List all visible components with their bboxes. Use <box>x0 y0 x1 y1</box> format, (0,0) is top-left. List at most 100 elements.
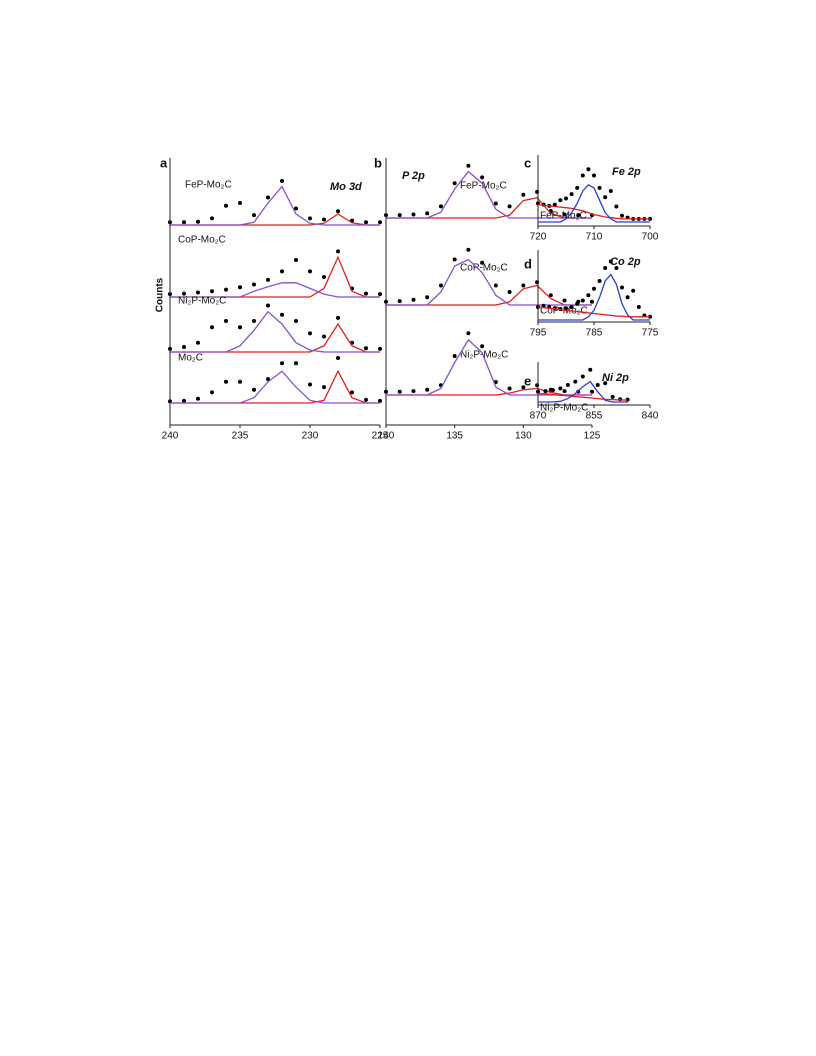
x-tick-label: 785 <box>586 328 603 339</box>
data-point <box>507 290 512 294</box>
data-point <box>252 282 256 287</box>
x-tick-label: 855 <box>586 411 603 422</box>
data-point <box>541 303 546 308</box>
data-point <box>280 269 284 274</box>
data-point <box>550 388 555 393</box>
data-point <box>536 389 540 394</box>
data-point <box>322 385 326 390</box>
x-tick-label: 840 <box>642 411 659 422</box>
data-point <box>252 319 256 323</box>
fit-component <box>170 255 380 298</box>
series-label: CoP-Mo₂C <box>178 235 226 246</box>
data-point <box>569 305 574 309</box>
data-point <box>466 247 471 252</box>
data-point <box>294 361 298 366</box>
panel-title: P 2p <box>402 170 425 182</box>
data-point <box>603 381 608 386</box>
data-point <box>610 394 615 399</box>
data-point <box>364 291 368 296</box>
data-point <box>580 298 585 303</box>
data-point <box>564 196 568 201</box>
fit-component <box>170 370 380 404</box>
data-point <box>280 361 284 366</box>
data-point <box>608 189 613 193</box>
data-point <box>480 260 485 265</box>
x-tick-label: 125 <box>584 431 601 442</box>
data-point <box>397 299 402 304</box>
data-point <box>224 379 228 384</box>
data-point <box>620 213 624 218</box>
data-point <box>378 398 382 403</box>
x-tick-label: 720 <box>530 232 547 243</box>
panel-label: b <box>374 155 382 170</box>
fit-component <box>170 310 380 353</box>
fit-component <box>537 392 628 401</box>
data-point <box>322 275 326 280</box>
data-point <box>548 293 553 298</box>
data-point <box>558 198 563 203</box>
data-point <box>182 291 186 296</box>
data-point <box>597 279 602 283</box>
data-point <box>575 185 580 190</box>
data-point <box>480 344 485 349</box>
fit-component <box>386 170 592 219</box>
data-point <box>196 219 200 224</box>
data-point <box>411 389 416 394</box>
data-point <box>425 387 430 392</box>
fit-component <box>170 282 380 298</box>
data-point <box>592 173 596 178</box>
data-point <box>452 257 457 262</box>
data-point <box>252 387 256 392</box>
data-point <box>294 257 298 262</box>
data-point <box>603 266 608 270</box>
data-point <box>308 216 312 221</box>
data-point <box>614 266 619 270</box>
data-point <box>631 288 636 293</box>
data-point <box>378 220 382 225</box>
data-point <box>507 386 512 391</box>
series-label: FeP-Mo₂C <box>185 180 232 191</box>
data-point <box>493 201 498 206</box>
data-point <box>493 283 498 288</box>
data-point <box>562 298 567 303</box>
data-point <box>350 390 354 395</box>
data-point <box>364 220 368 225</box>
data-point <box>580 374 585 379</box>
panel-title: Ni 2p <box>602 372 629 384</box>
data-point <box>238 201 242 205</box>
data-point <box>573 379 578 384</box>
data-point <box>224 203 228 208</box>
data-point <box>364 346 368 351</box>
data-point <box>294 206 298 211</box>
data-point <box>280 312 284 317</box>
data-point <box>608 259 613 264</box>
data-point <box>378 346 382 351</box>
data-point <box>507 204 512 209</box>
data-point <box>336 249 340 254</box>
data-point <box>590 299 594 304</box>
x-tick-label: 130 <box>515 431 532 442</box>
data-point <box>238 285 242 290</box>
data-point <box>182 220 186 225</box>
data-point <box>238 325 242 330</box>
fit-component <box>386 258 592 306</box>
data-point <box>210 325 214 330</box>
x-tick-label: 135 <box>446 431 463 442</box>
data-point <box>562 212 567 217</box>
data-point <box>466 331 471 336</box>
panel-title: Fe 2p <box>612 166 641 178</box>
data-point <box>438 283 443 288</box>
data-point <box>480 175 485 180</box>
fit-component <box>170 185 380 226</box>
data-point <box>438 204 443 209</box>
data-point <box>580 173 585 178</box>
data-point <box>266 195 270 200</box>
fit-component <box>386 284 592 306</box>
data-point <box>322 217 326 222</box>
fit-component <box>537 306 650 318</box>
x-tick-label: 140 <box>378 431 395 442</box>
data-point <box>569 192 574 197</box>
data-point <box>564 306 568 311</box>
